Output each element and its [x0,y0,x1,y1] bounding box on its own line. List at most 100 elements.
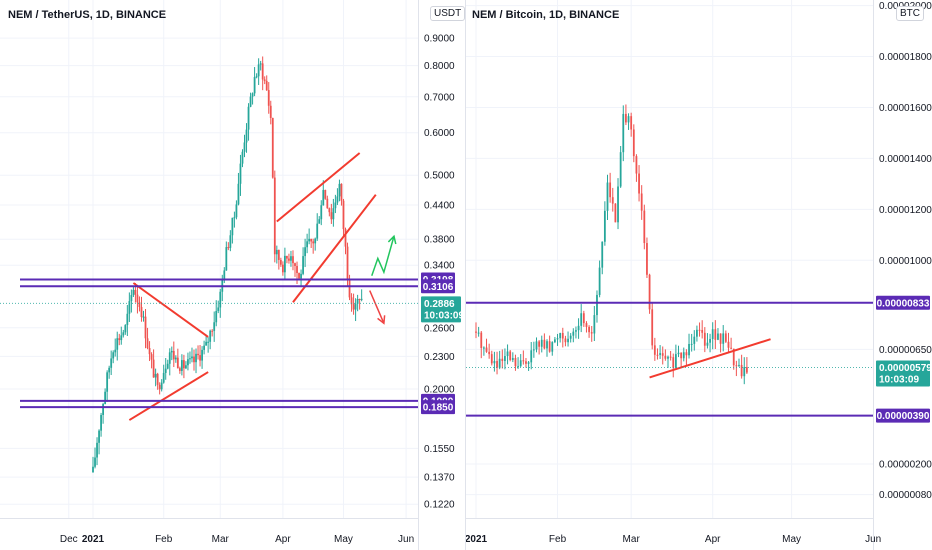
trendline [649,338,771,379]
x-tick-label: Jun [398,534,414,545]
candle-body [701,330,704,333]
candle-body [201,349,203,361]
candle-body [730,347,733,349]
candle-body [719,333,722,344]
trendline [128,371,209,421]
candle-body [609,182,612,198]
x-tick-label: Feb [549,534,567,545]
candle-body [511,358,514,360]
candle-body [664,355,667,359]
candle-body [197,353,199,356]
x-tick-label: 2021 [466,534,488,545]
candle-body [108,367,111,373]
x-tick-label: Mar [212,534,230,545]
level-label-box [876,408,930,423]
candle-body [496,361,498,368]
candle-body [241,151,244,164]
y-tick-label: 0.00001000 [879,256,932,267]
candle-body [104,391,107,404]
current-price-box [876,360,930,387]
candle-body [480,332,483,348]
level-label: 0.3106 [423,282,454,293]
candle-body [674,354,677,368]
level-label: 0.1850 [423,403,454,414]
candle-body [342,200,345,230]
candle-body [102,403,104,415]
candle-body [680,352,683,359]
chart-pane-nem-usdt[interactable]: 0.9000 0.8000 0.7000 0.6000 0.5000 0.4400 0.38… [0,0,466,550]
candle-body [564,338,567,343]
chart-btc: 0.000020000.000018000.000016000.00001400… [466,0,932,550]
candle-body [527,362,530,364]
candle-body [358,299,361,301]
x-tick-label: Apr [275,534,291,545]
countdown-timer: 10:03:09 [424,310,464,321]
candle-body [667,356,669,359]
candle-body [110,358,113,368]
candle-body [546,341,548,349]
candle-body [140,306,143,318]
candle-body [318,219,321,224]
candle-body [517,366,519,368]
candle-body [588,326,590,333]
y-tick-label: 0.00001600 [879,103,932,114]
candle-body [698,329,701,331]
candle-body [178,368,181,371]
level-label-box [876,295,930,310]
candle-body [203,345,205,350]
candle-body [314,238,317,244]
candle-body [519,360,522,367]
y-tick-label: 0.8000 [424,61,455,72]
candle-body [638,173,640,194]
candle-body [219,291,222,308]
x-tick-label: 2021 [82,534,105,545]
candle-body [611,197,614,204]
candle-body [477,332,480,334]
candle-body [116,338,119,350]
candle-body [263,79,266,81]
y-tick-label: 0.5000 [424,171,455,182]
candle-body [745,367,748,373]
candle-body [677,352,680,355]
candle-body [651,309,654,346]
candle-body [354,303,357,310]
candle-body [158,384,161,390]
candle-body [211,330,214,332]
candle-body [302,256,304,274]
candle-body [134,289,137,295]
candle-body [617,186,619,223]
candle-body [130,295,133,302]
chart-pane-nem-btc[interactable]: 0.000020000.000018000.000016000.00001400… [465,0,932,550]
candle-body [672,357,675,368]
candle-body [577,325,580,331]
candle-body [253,77,256,94]
candle-body [174,357,177,360]
candle-body [183,360,185,369]
candle-body [561,333,564,339]
chart-usdt: 0.9000 0.8000 0.7000 0.6000 0.5000 0.4400 0.38… [0,0,464,550]
candle-body [348,278,351,298]
candle-body [656,354,659,356]
candle-body [653,345,656,355]
candle-body [598,267,601,295]
candle-body [669,356,672,358]
x-tick-label: Feb [155,534,173,545]
candle-body [661,353,664,356]
candle-body [94,457,96,467]
candle-body [281,264,284,273]
candle-body [261,63,264,80]
level-label: 0.00000833 [877,298,930,309]
candle-body [118,338,121,341]
candle-body [122,332,125,336]
y-tick-label: 0.1550 [424,444,455,455]
candle-body [106,372,109,392]
candle-body [714,329,717,340]
candle-body [535,341,538,350]
currency-badge-usdt[interactable]: USDT [430,6,466,21]
candle-body [498,358,501,368]
candle-body [124,325,127,333]
y-tick-label: 0.1370 [424,473,455,484]
currency-badge-btc[interactable]: BTC [896,6,924,21]
candle-body [490,354,493,364]
candle-body [596,294,598,316]
